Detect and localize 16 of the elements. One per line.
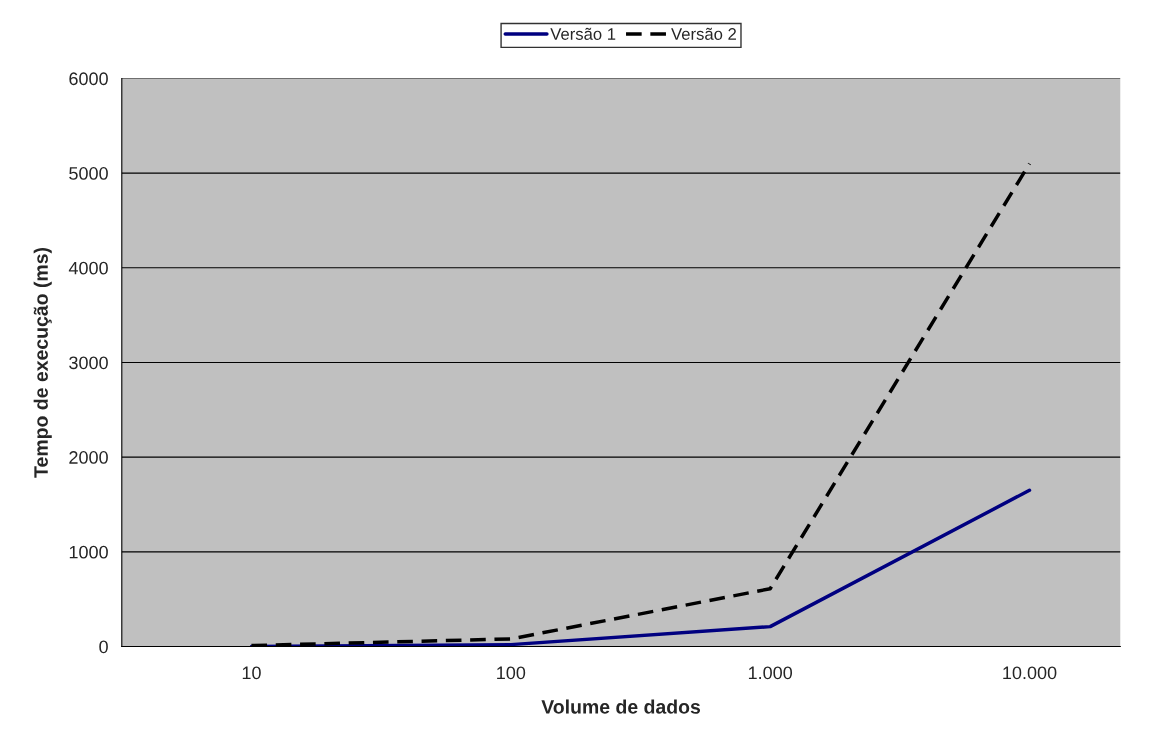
y-tick-label: 0 <box>99 640 108 654</box>
y-tick-label: 1000 <box>69 545 108 559</box>
y-tick-label: 2000 <box>69 451 108 464</box>
y-tick-label: 5000 <box>69 167 108 180</box>
x-tick-label: 100 <box>497 666 526 680</box>
legend-label: Versão 2 <box>671 27 736 40</box>
y-tick-label: 6000 <box>69 72 108 86</box>
line-series <box>249 488 1032 647</box>
y-tick-label: 3000 <box>69 356 108 370</box>
y-axis-title: Tempo de execução (ms) <box>33 247 52 478</box>
x-tick-label: 1.000 <box>748 666 793 680</box>
x-tick-label: 10.000 <box>1003 666 1057 680</box>
y-tick-label: 4000 <box>68 261 108 275</box>
x-tick-label: 10 <box>242 666 261 680</box>
legend-label: Versão 1 <box>550 27 616 40</box>
x-axis-title: Volume de dados <box>541 699 701 714</box>
